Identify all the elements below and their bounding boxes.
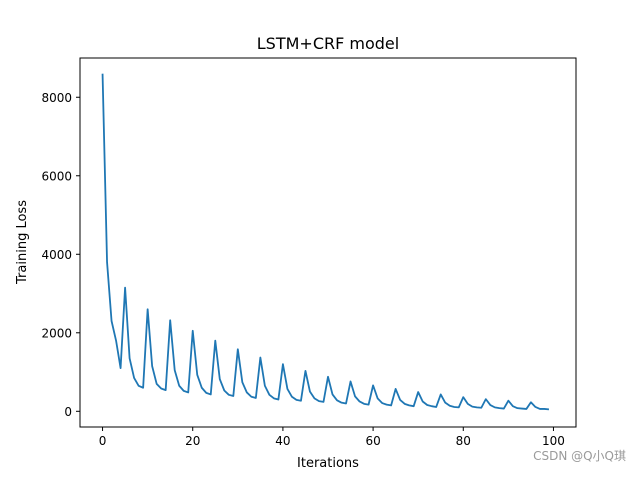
- x-tick-label: 0: [99, 434, 107, 448]
- y-tick-label: 0: [64, 405, 72, 419]
- chart-title: LSTM+CRF model: [257, 34, 399, 53]
- plot-frame: [79, 57, 577, 428]
- x-axis: 0 20 40 60 80 100: [99, 427, 565, 448]
- y-tick-label: 8000: [41, 91, 72, 105]
- y-axis-label: Training Loss: [15, 200, 30, 285]
- x-tick-label: 60: [365, 434, 380, 448]
- x-axis-label: Iterations: [297, 456, 359, 471]
- y-axis: 0 2000 4000 6000 8000: [41, 91, 80, 419]
- x-tick-label: 20: [185, 434, 200, 448]
- x-tick-label: 40: [275, 434, 290, 448]
- y-tick-label: 2000: [41, 326, 72, 340]
- y-tick-label: 4000: [41, 248, 72, 262]
- x-tick-label: 100: [542, 434, 565, 448]
- y-tick-label: 6000: [41, 169, 72, 183]
- x-tick-label: 80: [456, 434, 471, 448]
- watermark: CSDN @Q小Q琪: [533, 449, 626, 463]
- series-line-training-loss: [101, 73, 550, 411]
